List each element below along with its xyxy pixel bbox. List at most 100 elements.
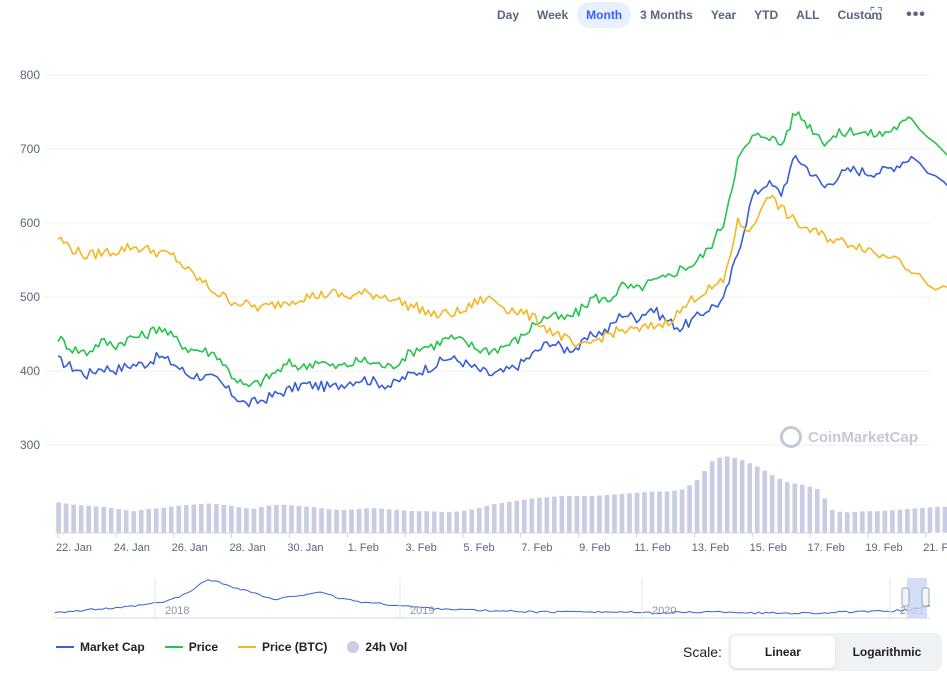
range-btn-day[interactable]: Day bbox=[497, 8, 520, 22]
legend-line-icon bbox=[238, 646, 257, 648]
navigator-year-label: 2018 bbox=[165, 605, 189, 617]
volume-bar bbox=[63, 503, 69, 534]
volume-bar bbox=[851, 511, 858, 534]
volume-bar bbox=[198, 503, 205, 534]
x-tick-label: 19. Feb bbox=[865, 542, 902, 554]
volume-bar bbox=[799, 484, 806, 534]
volume-bar bbox=[100, 506, 107, 534]
navigator-handle[interactable] bbox=[921, 587, 930, 607]
price-btc-line bbox=[57, 194, 947, 348]
legend-market-cap[interactable]: Market Cap bbox=[56, 640, 145, 654]
range-btn-all[interactable]: ALL bbox=[796, 8, 820, 22]
volume-bar bbox=[784, 481, 791, 534]
volume-bar bbox=[791, 483, 798, 534]
navigator-handle[interactable] bbox=[901, 587, 910, 607]
volume-bar bbox=[85, 505, 92, 534]
volume-bar bbox=[130, 510, 137, 534]
navigator-line bbox=[54, 579, 931, 615]
volume-bar bbox=[626, 492, 633, 534]
volume-bar bbox=[506, 501, 513, 534]
range-btn-ytd[interactable]: YTD bbox=[754, 8, 779, 22]
volume-bar bbox=[318, 507, 325, 534]
volume-bar bbox=[55, 501, 62, 534]
scale-logarithmic-button[interactable]: Logarithmic bbox=[852, 645, 922, 659]
volume-bar bbox=[408, 510, 415, 534]
volume-bar bbox=[453, 511, 460, 534]
volume-bar bbox=[221, 504, 227, 534]
volume-bar bbox=[236, 506, 242, 534]
volume-bar bbox=[754, 466, 761, 534]
fullscreen-icon[interactable]: ⛶ bbox=[870, 6, 882, 23]
volume-bar bbox=[70, 504, 77, 534]
volume-bar bbox=[311, 506, 317, 534]
watermark-text: CoinMarketCap bbox=[808, 428, 919, 446]
volume-bar bbox=[686, 484, 693, 534]
volume-bar bbox=[446, 511, 453, 534]
market-cap-line bbox=[57, 154, 947, 408]
volume-bar bbox=[356, 508, 362, 534]
volume-bar bbox=[190, 504, 197, 534]
legend-label: Price (BTC) bbox=[262, 640, 328, 654]
volume-bar bbox=[288, 504, 295, 534]
legend-dot-icon bbox=[347, 641, 360, 653]
legend-price[interactable]: Price bbox=[164, 640, 218, 654]
volume-bar bbox=[303, 505, 310, 534]
volume-bar bbox=[634, 492, 640, 534]
navigator-selection[interactable] bbox=[907, 578, 927, 618]
scale-linear-button[interactable]: Linear bbox=[730, 636, 835, 668]
volume-bar bbox=[912, 508, 918, 534]
volume-bar bbox=[393, 509, 400, 534]
volume-bar bbox=[641, 491, 648, 534]
volume-bar bbox=[266, 505, 272, 534]
volume-bar bbox=[559, 495, 565, 534]
more-icon[interactable]: ••• bbox=[906, 6, 926, 23]
volume-bar bbox=[401, 509, 407, 534]
volume-bar bbox=[205, 503, 212, 534]
volume-bar bbox=[160, 507, 167, 534]
price-line bbox=[57, 111, 947, 388]
volume-bar bbox=[528, 498, 535, 534]
volume-bar bbox=[438, 511, 445, 534]
range-btn-custom[interactable]: Custom bbox=[837, 8, 883, 22]
y-tick-label: 600 bbox=[20, 216, 40, 230]
volume-bar bbox=[934, 506, 941, 534]
volume-bar bbox=[716, 457, 723, 534]
volume-bar bbox=[739, 459, 746, 534]
volume-bar bbox=[123, 509, 130, 534]
volume-bar bbox=[333, 509, 340, 534]
range-btn-3-months[interactable]: 3 Months bbox=[640, 8, 693, 22]
volume-bar bbox=[882, 510, 888, 534]
range-btn-month[interactable]: Month bbox=[577, 2, 632, 28]
volume-bar bbox=[761, 470, 768, 534]
range-btn-year[interactable]: Year bbox=[710, 8, 737, 22]
volume-bar bbox=[942, 506, 947, 534]
x-tick-label: 3. Feb bbox=[406, 542, 437, 554]
volume-bar bbox=[649, 491, 655, 534]
legend-volume[interactable]: 24h Vol bbox=[347, 640, 407, 654]
volume-bar bbox=[897, 509, 903, 534]
volume-bar bbox=[731, 457, 738, 534]
volume-bar bbox=[806, 486, 813, 534]
volume-bar bbox=[498, 502, 505, 534]
legend-line-icon bbox=[56, 646, 74, 648]
x-tick-label: 26. Jan bbox=[172, 542, 208, 554]
y-tick-label: 800 bbox=[20, 68, 40, 82]
volume-bar bbox=[483, 505, 490, 534]
x-tick-label: 7. Feb bbox=[521, 542, 552, 554]
volume-bar bbox=[769, 474, 776, 534]
volume-bar bbox=[416, 510, 423, 534]
volume-bar bbox=[536, 497, 543, 534]
volume-bar bbox=[544, 496, 550, 534]
legend-price-btc[interactable]: Price (BTC) bbox=[238, 640, 327, 654]
x-tick-label: 30. Jan bbox=[287, 542, 323, 554]
volume-bar bbox=[844, 511, 851, 534]
volume-bar bbox=[513, 500, 520, 534]
y-tick-label: 500 bbox=[20, 290, 40, 304]
volume-bar bbox=[468, 509, 475, 534]
volume-bar bbox=[175, 505, 182, 534]
coinmarketcap-logo-icon bbox=[780, 426, 802, 448]
range-btn-week[interactable]: Week bbox=[537, 8, 569, 22]
volume-bar bbox=[566, 495, 573, 534]
x-tick-label: 21. Feb bbox=[923, 542, 947, 554]
legend-line-icon bbox=[164, 646, 183, 648]
